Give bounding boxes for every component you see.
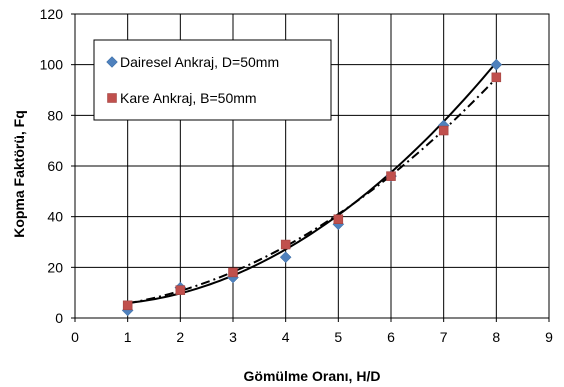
x-tick-label: 1 [124,329,132,345]
y-tick-label: 40 [47,209,63,225]
x-tick-label: 6 [387,329,395,345]
data-point-series-2 [438,125,449,136]
trendline-1 [127,61,498,304]
legend-label-2: Kare Ankraj, B=50mm [120,90,257,106]
trendline-2 [127,77,498,305]
y-tick-label: 80 [47,107,63,123]
y-tick-label: 20 [47,259,63,275]
data-point-series-2 [386,171,396,181]
x-tick-label: 3 [229,329,237,345]
y-tick-labels: 0 20 40 60 80 100 120 [40,6,75,326]
legend-label-1: Dairesel Ankraj, D=50mm [120,54,279,70]
x-tick-labels: 0 1 2 3 4 5 6 7 8 9 [71,318,553,345]
legend-marker-1 [106,56,118,68]
x-tick-label: 8 [492,329,500,345]
y-tick-label: 120 [40,6,64,22]
data-point-series-2 [122,300,133,311]
x-tick-label: 9 [545,329,553,345]
y-axis-title: Kopma Faktörü, Fq [11,110,27,238]
data-point-series-2 [175,285,186,295]
y-tick-label: 100 [40,57,64,73]
x-axis-title: Gömülme Oranı, H/D [244,368,381,384]
data-point-series-2 [333,214,344,224]
data-point-series-2 [280,239,291,250]
x-tick-label: 0 [71,329,79,345]
x-tick-label: 7 [440,329,448,345]
legend-box [93,39,332,121]
data-point-series-2 [228,267,238,278]
y-tick-label: 60 [47,158,63,174]
legend-marker-2 [107,93,117,103]
data-markers [121,58,503,317]
y-tick-label: 0 [55,310,63,326]
legend: Dairesel Ankraj, D=50mm Kare Ankraj, B=50… [93,39,332,121]
x-tick-label: 2 [176,329,184,345]
x-tick-label: 4 [282,329,290,345]
trendlines [127,61,498,305]
x-tick-label: 5 [334,329,342,345]
data-point-series-1 [279,251,292,264]
data-point-series-1 [490,58,503,71]
data-point-series-2 [491,72,502,83]
